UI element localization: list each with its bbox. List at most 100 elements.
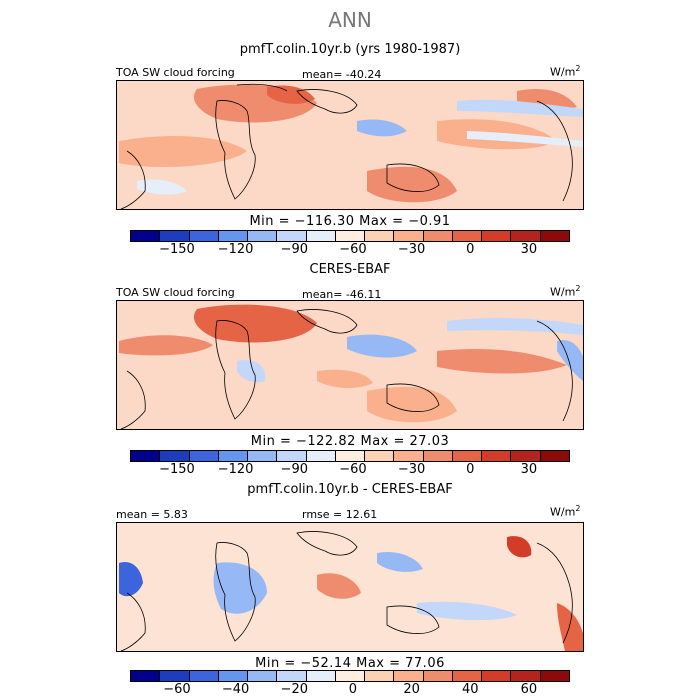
south-atlantic-region [119, 136, 247, 167]
colorbar-swatch [423, 451, 453, 461]
colorbar-tick-label: −150 [159, 242, 195, 257]
africa-coastline [215, 320, 256, 420]
panel-3-units: W/m2 [550, 504, 581, 519]
south-pacific-diff-blue [417, 601, 517, 621]
colorbar-swatch [423, 231, 453, 241]
panel-2-variable-label: TOA SW cloud forcing [116, 286, 235, 299]
south-america-diff-blue [119, 561, 143, 597]
colorbar-swatch [160, 671, 190, 681]
eastern-pacific-blue [557, 339, 583, 381]
colorbar-swatch [218, 451, 249, 461]
colorbar-swatch [452, 451, 483, 461]
eastern-pacific-diff-red [557, 603, 583, 651]
colorbar-tick-label: 30 [520, 462, 538, 477]
colorbar-swatch [452, 671, 483, 681]
pacific-blue-band [457, 99, 583, 117]
colorbar-tick-label: −60 [339, 462, 367, 477]
colorbar-swatch [160, 451, 190, 461]
colorbar-swatch [482, 451, 512, 461]
panel-1-title: pmfT.colin.10yr.b (yrs 1980-1987) [239, 42, 461, 57]
south-america-coastline [120, 150, 146, 209]
colorbar-swatch [189, 451, 219, 461]
colorbar-tick-label: −20 [280, 682, 308, 697]
pacific-blue-band [447, 318, 583, 335]
australia-coastline [386, 605, 440, 634]
asia-coastline [296, 89, 358, 114]
colorbar-tick-label: −90 [280, 242, 308, 257]
indian-ocean-diff-red [317, 573, 361, 599]
colorbar-swatch [335, 451, 366, 461]
colorbar-tick-label: −60 [339, 242, 367, 257]
australia-coastline [386, 163, 440, 192]
panel-2-units: W/m2 [550, 284, 581, 299]
americas-coastline [536, 100, 573, 202]
sahara-region [193, 304, 317, 343]
colorbar-swatch [131, 671, 161, 681]
indian-ocean-region [317, 369, 373, 389]
panel-3-minmax: Min = −52.14 Max = 77.06 [255, 656, 445, 671]
americas-coastline [536, 320, 573, 422]
itcz-blue-band [467, 131, 583, 147]
colorbar-swatch [218, 671, 249, 681]
mediterranean-coastline [236, 83, 288, 92]
colorbar-swatch [540, 671, 569, 681]
africa-coastline [215, 542, 256, 642]
colorbar-swatch [218, 231, 249, 241]
colorbar-tick-label: −30 [397, 462, 426, 477]
panel-1-colorbar [130, 230, 570, 242]
colorbar-tick-label: 30 [520, 242, 538, 257]
colorbar-tick-label: −30 [397, 242, 426, 257]
colorbar-swatch [335, 671, 366, 681]
colorbar-swatch [277, 231, 307, 241]
maritime-continent-blue [347, 334, 417, 358]
colorbar-tick-label: 60 [520, 682, 538, 697]
colorbar-swatch [160, 231, 190, 241]
colorbar-swatch [423, 671, 453, 681]
south-america-blue [137, 179, 187, 195]
maritime-diff-blue [377, 551, 423, 572]
colorbar-tick-label: 40 [461, 682, 479, 697]
africa-coastline [215, 100, 256, 200]
colorbar-swatch [248, 231, 278, 241]
africa-diff-blue [213, 562, 267, 614]
panel-2-colorbar-ticks: −150 −120 −90 −60 −30 0 30 [130, 462, 570, 478]
colorbar-tick-label: −40 [221, 682, 250, 697]
colorbar-tick-label: −60 [163, 682, 191, 697]
panel-1-map-svg [117, 81, 583, 209]
colorbar-swatch [277, 671, 307, 681]
panel-1-mean-label: mean= -40.24 [302, 68, 382, 81]
asia-coastline [296, 531, 358, 556]
colorbar-tick-label: −120 [217, 242, 254, 257]
pacific-cloud-region [437, 348, 567, 374]
panel-2-minmax: Min = −122.82 Max = 27.03 [250, 434, 450, 449]
colorbar-swatch [511, 671, 541, 681]
panel-3-colorbar-ticks: −60 −40 −20 0 20 40 60 [130, 682, 570, 698]
panel-2-mean-label: mean= -46.11 [302, 288, 382, 301]
panel-1-minmax: Min = −116.30 Max = −0.91 [249, 214, 451, 229]
maritime-continent-blue [357, 119, 407, 137]
colorbar-tick-label: 0 [466, 462, 475, 477]
colorbar-tick-label: −90 [280, 462, 308, 477]
colorbar-swatch [189, 671, 219, 681]
colorbar-tick-label: −150 [159, 462, 195, 477]
colorbar-swatch [394, 451, 424, 461]
colorbar-swatch [365, 451, 395, 461]
panel-3-colorbar [130, 670, 570, 682]
panel-2-map-svg [117, 301, 583, 429]
panel-2-map [116, 300, 584, 430]
panel-1-units: W/m2 [550, 64, 581, 79]
colorbar-swatch [540, 451, 569, 461]
colorbar-swatch [335, 231, 366, 241]
central-africa-blue [237, 360, 266, 383]
south-america-coastline [120, 370, 146, 429]
colorbar-swatch [540, 231, 569, 241]
colorbar-swatch [189, 231, 219, 241]
panel-2-title: CERES-EBAF [309, 262, 391, 277]
australia-coastline [386, 383, 440, 412]
colorbar-swatch [248, 451, 278, 461]
panel-1-map [116, 80, 584, 210]
colorbar-swatch [306, 671, 336, 681]
colorbar-tick-label: 20 [403, 682, 420, 697]
panel-2-colorbar [130, 450, 570, 462]
panel-3-mean-label: mean = 5.83 [116, 508, 188, 521]
